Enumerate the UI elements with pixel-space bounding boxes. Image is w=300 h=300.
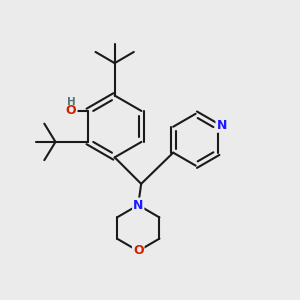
Text: H: H [67, 97, 76, 106]
Text: N: N [216, 119, 227, 132]
Text: O: O [133, 244, 143, 257]
Text: O: O [66, 104, 76, 118]
Text: N: N [133, 199, 143, 212]
